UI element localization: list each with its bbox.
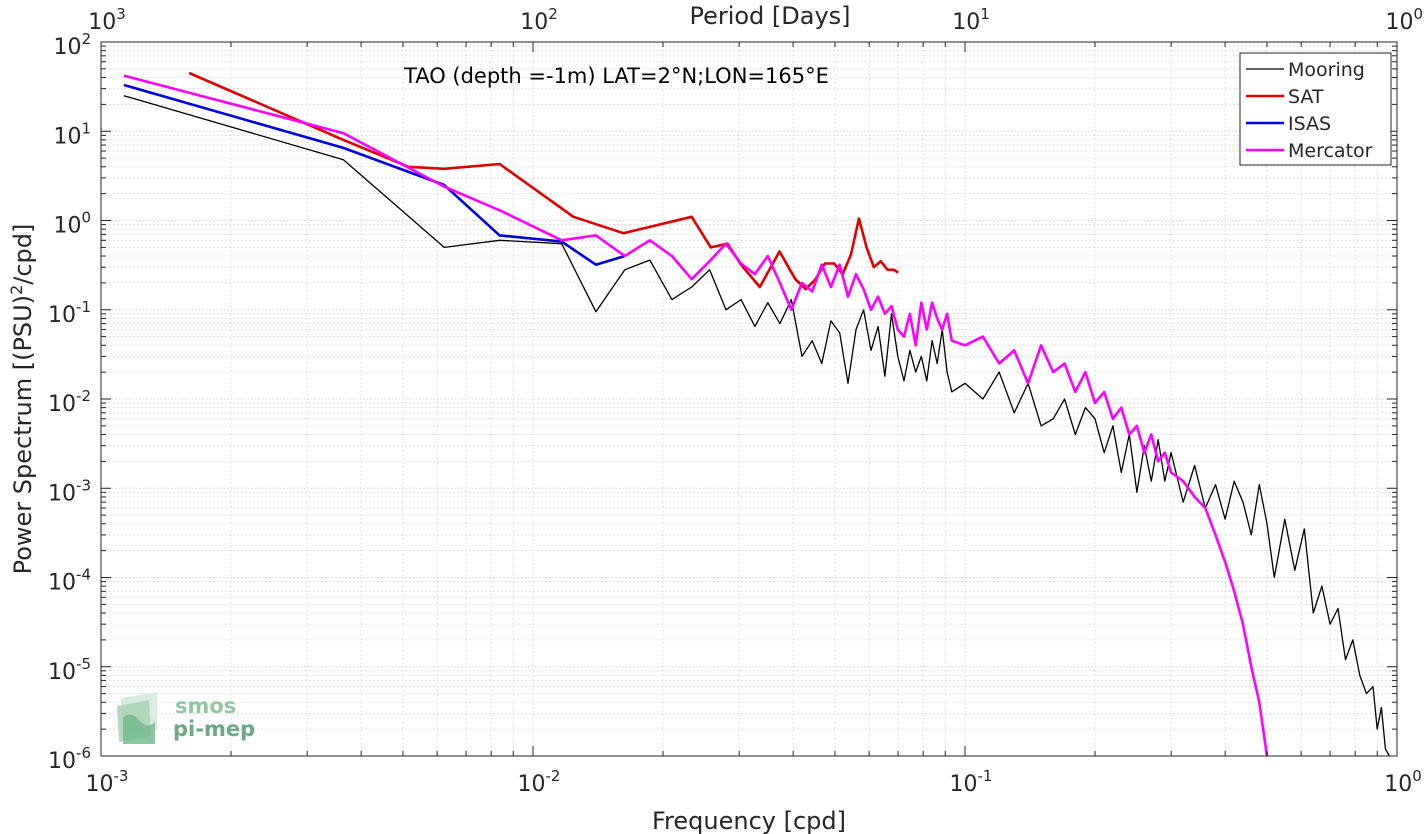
top-tick-label: 102	[520, 5, 558, 35]
legend-items: Mooring SAT ISAS Mercator	[1246, 59, 1373, 162]
top-tick-labels: 103 102 101 100	[88, 5, 1423, 35]
y-tick-label-base: 10	[53, 124, 81, 149]
chart-title: TAO (depth =-1m) LAT=2°N;LON=165°E	[403, 64, 829, 88]
y-tick-label: 10-3	[48, 476, 91, 506]
y-tick-label-exponent: -2	[76, 387, 91, 405]
top-tick-label: 103	[88, 5, 126, 35]
y-tick-label-exponent: 2	[81, 30, 91, 48]
y-tick-label: 101	[53, 119, 91, 149]
y-tick-label-exponent: 0	[81, 209, 91, 227]
series-line-isas	[123, 83, 626, 267]
y-tick-label-base: 10	[48, 660, 76, 685]
top-tick-label-base: 10	[520, 10, 548, 35]
x-tick-label-base: 10	[950, 772, 978, 797]
legend-box	[1239, 52, 1392, 166]
top-tick-label-base: 10	[952, 10, 980, 35]
x-tick-label: 10-2	[518, 767, 561, 797]
y-axis-label-tail: /cpd]	[9, 224, 37, 285]
y-tick-label: 10-2	[48, 387, 91, 417]
y-tick-label-exponent: 1	[81, 119, 91, 137]
x-tick-label-exponent: -2	[546, 767, 561, 785]
y-tick-label: 10-4	[48, 566, 91, 596]
y-tick-label-exponent: -6	[76, 744, 91, 762]
legend: Mooring SAT ISAS Mercator	[1239, 52, 1392, 166]
y-tick-label: 102	[53, 30, 91, 60]
y-tick-label-base: 10	[48, 571, 76, 596]
y-tick-label-exponent: -4	[76, 566, 91, 584]
x-tick-label-exponent: -3	[114, 767, 129, 785]
series-line-mooring	[123, 95, 1390, 757]
x-tick-labels: 10-3 10-2 10-1 100	[86, 767, 1422, 797]
y-tick-label-base: 10	[53, 214, 81, 239]
x-tick-label: 10-1	[950, 767, 993, 797]
y-tick-label-base: 10	[53, 35, 81, 60]
legend-label-mercator: Mercator	[1288, 140, 1373, 162]
x-tick-label-base: 10	[86, 772, 114, 797]
x-tick-label: 10-3	[86, 767, 129, 797]
top-tick-label-base: 10	[88, 10, 116, 35]
top-tick-label-exponent: 2	[548, 5, 558, 23]
y-tick-label-base: 10	[48, 392, 76, 417]
y-tick-label: 10-5	[48, 655, 91, 685]
y-tick-label-base: 10	[48, 303, 76, 328]
y-tick-label: 10-6	[48, 744, 91, 774]
series-line-mercator	[123, 74, 1269, 757]
x-tick-label-exponent: -1	[978, 767, 993, 785]
legend-label-sat: SAT	[1288, 86, 1324, 108]
x-axis-label: Frequency [cpd]	[652, 807, 846, 834]
x-tick-label: 100	[1384, 767, 1422, 797]
top-tick-label: 100	[1385, 5, 1423, 35]
y-tick-label: 10-1	[48, 298, 91, 328]
top-axis-label: Period [Days]	[689, 2, 850, 30]
y-tick-label-exponent: -5	[76, 655, 91, 673]
legend-label-isas: ISAS	[1288, 113, 1331, 135]
logo-text-pimep: pi-mep	[173, 717, 255, 741]
legend-label-mooring: Mooring	[1288, 59, 1365, 81]
smos-pimep-logo: smos pi-mep	[117, 692, 255, 744]
top-tick-label-exponent: 3	[116, 5, 126, 23]
y-tick-label-base: 10	[48, 749, 76, 774]
tick-marks	[100, 41, 1398, 757]
y-tick-label: 100	[53, 209, 91, 239]
logo-shape-front	[123, 714, 155, 744]
y-tick-label-exponent: -3	[76, 476, 91, 494]
top-tick-label-exponent: 1	[980, 5, 990, 23]
logo-text-smos: smos	[175, 694, 236, 718]
y-axis-label-main: Power Spectrum [(PSU)	[9, 295, 37, 574]
y-axis-label: Power Spectrum [(PSU)2/cpd]	[7, 224, 38, 575]
y-tick-label-exponent: -1	[76, 298, 91, 316]
y-axis-label-superscript: 2	[7, 285, 26, 295]
x-tick-label-base: 10	[1384, 772, 1412, 797]
top-tick-label-exponent: 0	[1413, 5, 1423, 23]
top-tick-label: 101	[952, 5, 990, 35]
y-tick-label-base: 10	[48, 481, 76, 506]
series-layer	[123, 71, 1390, 757]
series-line-sat	[188, 71, 899, 291]
top-tick-label-base: 10	[1385, 10, 1413, 35]
x-tick-label-exponent: 0	[1412, 767, 1422, 785]
x-tick-label-base: 10	[518, 772, 546, 797]
